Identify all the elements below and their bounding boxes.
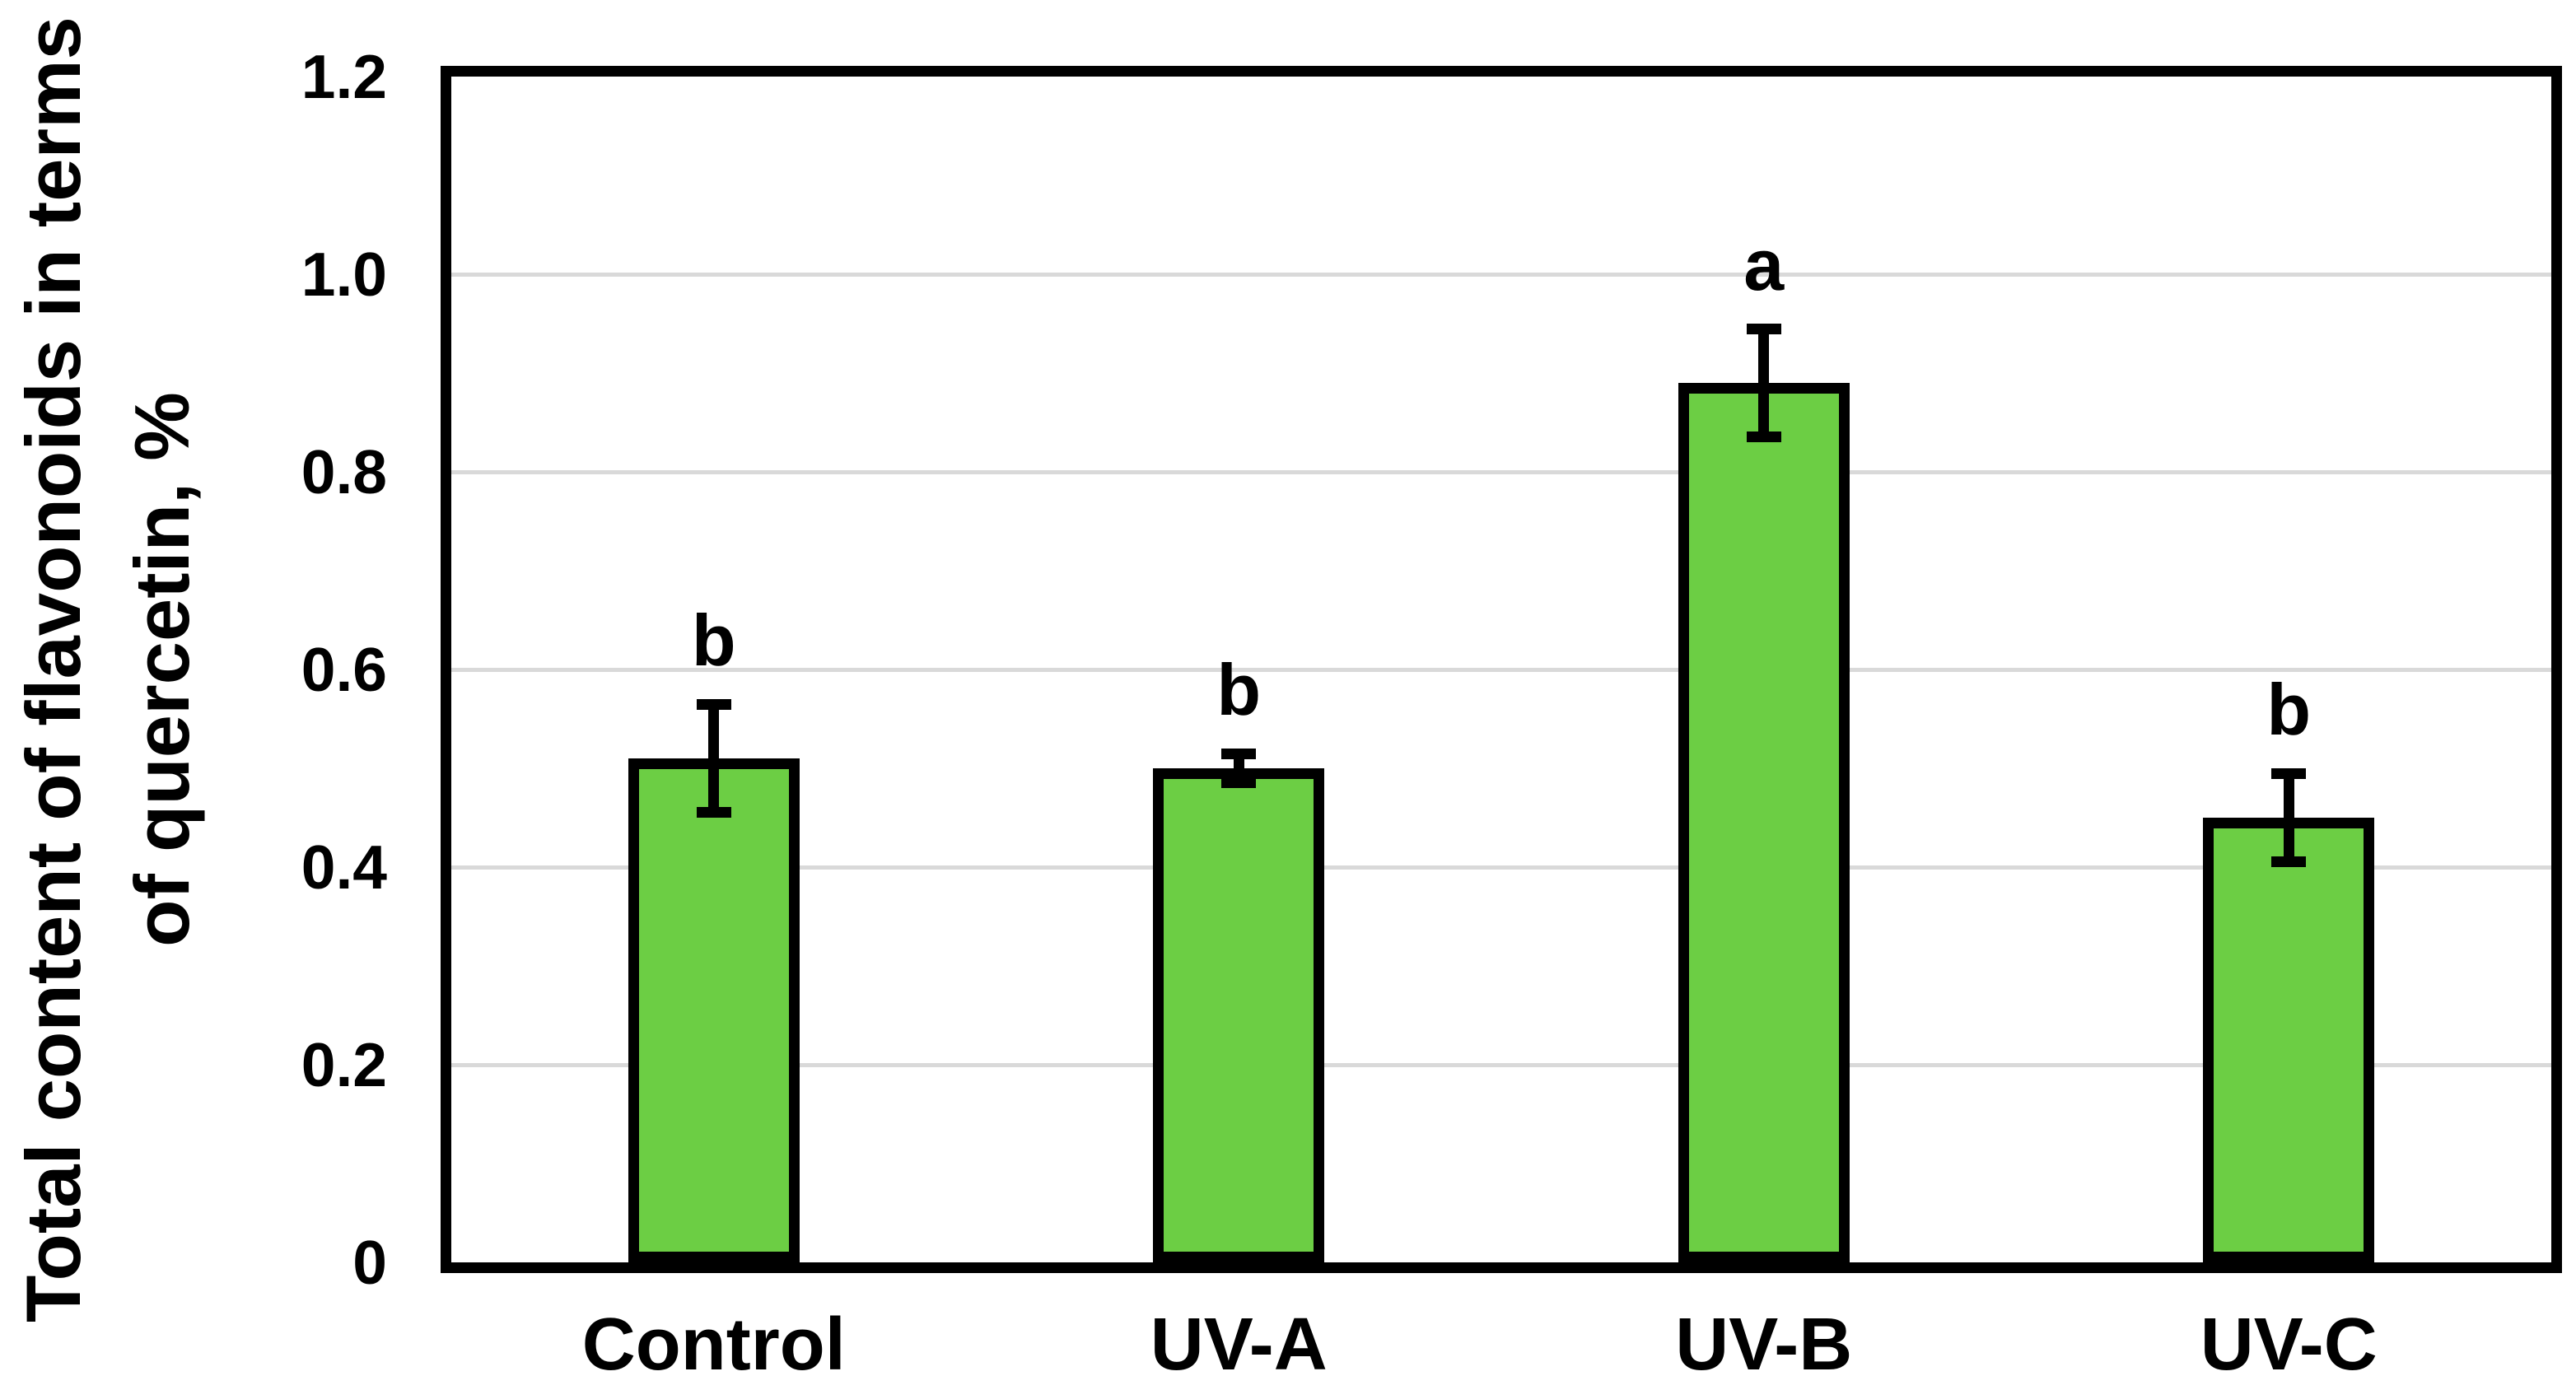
y-tick-label-1.0: 1.0 (301, 240, 387, 309)
y-tick-label-0: 0 (352, 1228, 387, 1297)
y-gridline-0.2 (451, 1063, 2551, 1067)
y-gridline-0.8 (451, 470, 2551, 474)
error-bar-bottom-cap-control (696, 807, 731, 818)
x-tick-label-uv-c: UV-C (2200, 1304, 2378, 1386)
sig-letter-uv-a: b (1216, 649, 1262, 730)
error-bar-top-cap-control (696, 699, 731, 710)
error-bar-stem-control (708, 699, 720, 818)
y-tick-label-0.8: 0.8 (301, 437, 387, 506)
sig-letter-control: b (691, 599, 736, 681)
error-bar-bottom-cap-uv-c (2271, 856, 2307, 867)
y-axis-title-line2: of quercetin, % (119, 392, 205, 947)
bar-uv-c (2203, 818, 2375, 1262)
sig-letter-uv-b: a (1743, 224, 1785, 306)
x-tick-label-uv-a: UV-A (1150, 1304, 1328, 1386)
y-tick-label-0.2: 0.2 (301, 1030, 387, 1099)
error-bar-bottom-cap-uv-b (1746, 431, 1781, 442)
error-bar-top-cap-uv-c (2271, 768, 2307, 779)
error-bar-stem-uv-b (1758, 324, 1770, 442)
y-gridline-1.0 (451, 273, 2551, 277)
y-gridline-0.4 (451, 865, 2551, 870)
error-bar-bottom-cap-uv-a (1221, 777, 1257, 788)
x-tick-label-uv-b: UV-B (1675, 1304, 1853, 1386)
error-bar-stem-uv-c (2283, 768, 2294, 867)
y-tick-label-1.2: 1.2 (301, 42, 387, 111)
sig-letter-uv-c: b (2266, 669, 2312, 750)
x-tick-label-control: Control (581, 1304, 846, 1386)
bar-uv-b (1678, 383, 1850, 1262)
y-axis-title-line1: Total content of flavonoids in terms (10, 16, 96, 1322)
y-tick-label-0.6: 0.6 (301, 635, 387, 704)
plot-area: b b a b (441, 66, 2562, 1273)
bar-control (628, 758, 800, 1262)
error-bar-top-cap-uv-a (1221, 749, 1257, 759)
bar-uv-a (1153, 768, 1325, 1262)
error-bar-top-cap-uv-b (1746, 324, 1781, 334)
y-gridline-0.6 (451, 668, 2551, 672)
y-tick-label-0.4: 0.4 (301, 833, 387, 902)
